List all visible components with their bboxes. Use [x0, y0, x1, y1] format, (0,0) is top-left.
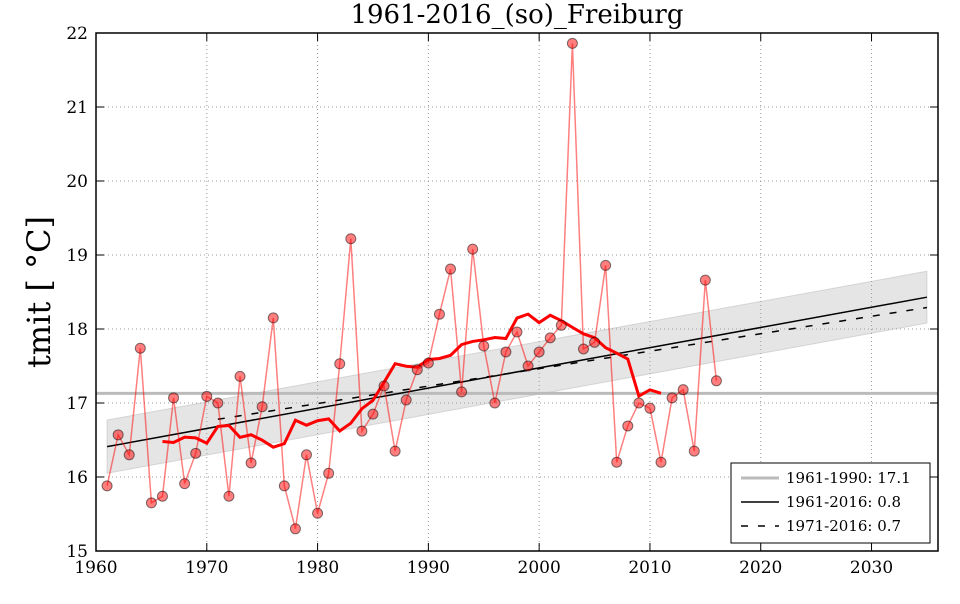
- data-point: [345, 233, 357, 245]
- x-tick-label: 1960: [74, 558, 117, 578]
- data-point: [533, 346, 545, 358]
- data-point: [400, 394, 412, 406]
- y-tick-label: 18: [66, 320, 88, 340]
- data-point: [389, 445, 401, 457]
- data-point: [566, 37, 578, 49]
- data-point: [511, 326, 523, 338]
- data-point: [422, 357, 434, 369]
- data-point: [589, 336, 601, 348]
- data-point: [666, 392, 678, 404]
- data-point: [356, 425, 368, 437]
- x-tick-label: 2030: [850, 558, 893, 578]
- data-point: [467, 243, 479, 255]
- data-point: [577, 343, 589, 355]
- data-point: [611, 456, 623, 468]
- x-tick-label: 1990: [407, 558, 450, 578]
- data-point: [156, 490, 168, 502]
- legend: 1961-1990: 17.1 1961-2016: 0.8 1971-2016…: [730, 462, 931, 544]
- legend-label-baseline: 1961-1990: 17.1: [786, 469, 911, 487]
- data-point: [145, 497, 157, 509]
- data-point: [478, 340, 490, 352]
- data-point: [411, 364, 423, 376]
- y-tick-label: 16: [66, 468, 88, 488]
- data-point: [212, 397, 224, 409]
- data-point: [112, 429, 124, 441]
- data-point: [633, 397, 645, 409]
- data-point: [433, 308, 445, 320]
- data-point: [289, 523, 301, 535]
- data-point: [323, 467, 335, 479]
- x-tick-label: 2020: [739, 558, 782, 578]
- data-point: [301, 449, 312, 461]
- data-point: [489, 397, 501, 409]
- data-point: [677, 384, 689, 396]
- y-tick-label: 20: [66, 172, 88, 192]
- running-mean-line: [162, 312, 662, 449]
- x-tick-label: 1980: [296, 558, 339, 578]
- data-point: [168, 392, 180, 404]
- data-point: [256, 401, 268, 413]
- plot-frame: [95, 32, 939, 552]
- y-tick-label: 17: [66, 394, 88, 414]
- legend-label-trend-1961: 1961-2016: 0.8: [786, 493, 901, 511]
- y-tick-label: 15: [66, 542, 88, 562]
- data-point: [445, 263, 457, 275]
- data-point: [544, 332, 556, 344]
- data-point: [334, 358, 346, 370]
- data-point: [223, 490, 235, 502]
- data-point: [555, 319, 567, 331]
- data-point: [179, 478, 191, 490]
- plot-area: 1960 1970 1980 1990 2000 2010 2020 2030 15 16 17 18…: [66, 24, 939, 578]
- data-point: [267, 312, 279, 324]
- data-point: [688, 445, 700, 457]
- chart-title: 1961-2016_(so)_Freiburg: [350, 0, 683, 30]
- data-point: [500, 346, 512, 358]
- x-tick-label: 2000: [518, 558, 561, 578]
- y-tick-label: 19: [66, 246, 88, 266]
- data-point: [622, 420, 634, 432]
- data-point: [367, 408, 379, 420]
- data-point: [456, 386, 468, 398]
- data-point: [644, 402, 656, 414]
- data-point: [378, 380, 390, 392]
- data-point: [312, 507, 324, 519]
- data-point: [234, 370, 246, 382]
- data-point: [201, 390, 213, 402]
- data-point: [278, 480, 290, 492]
- data-point: [600, 259, 612, 271]
- data-point: [134, 342, 146, 354]
- data-point: [655, 456, 667, 468]
- data-point: [710, 375, 722, 387]
- x-tick-label: 1970: [185, 558, 228, 578]
- y-axis-label: tmit [ °C]: [20, 216, 58, 368]
- data-point: [699, 274, 711, 286]
- y-tick-label: 21: [66, 98, 88, 118]
- data-point: [522, 360, 534, 372]
- data-point: [190, 447, 202, 459]
- legend-label-trend-1971: 1971-2016: 0.7: [786, 517, 901, 535]
- y-tick-label: 22: [66, 24, 88, 44]
- data-point: [101, 480, 113, 492]
- trend-line-1961-2016: [106, 296, 928, 448]
- data-point: [123, 449, 135, 461]
- data-point: [245, 457, 257, 469]
- x-tick-label: 2010: [628, 558, 671, 578]
